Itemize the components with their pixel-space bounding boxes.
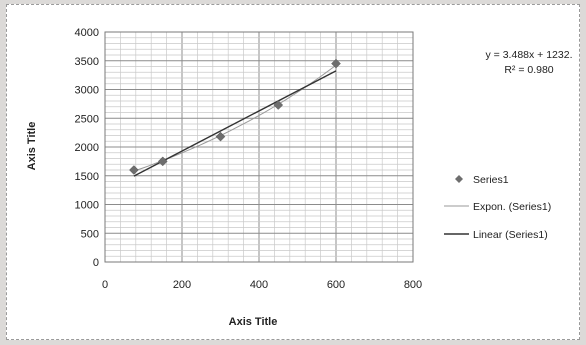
y-tick-label: 500 [81, 228, 99, 240]
legend: Series1 Expon. (Series1) Linear (Series1… [444, 174, 551, 241]
x-tick-labels: 0 200 400 600 800 [102, 279, 422, 291]
data-point [157, 156, 168, 167]
legend-label-series1: Series1 [473, 174, 509, 186]
x-tick-label: 0 [102, 279, 108, 291]
gridlines [104, 31, 414, 263]
legend-marker-series1 [455, 175, 463, 183]
x-tick-label: 800 [404, 279, 422, 291]
y-tick-label: 3000 [75, 85, 99, 97]
data-point [215, 131, 226, 142]
data-point [273, 100, 284, 110]
data-point [331, 58, 341, 69]
y-tick-labels: 0 500 1000 1500 2000 2500 3000 3500 4000 [75, 27, 99, 269]
x-axis-title: Axis Title [229, 316, 278, 328]
y-tick-label: 4000 [75, 27, 99, 39]
y-tick-label: 0 [93, 257, 99, 269]
y-tick-label: 1000 [75, 200, 99, 212]
trendline-linear [133, 70, 337, 177]
trendlines [133, 64, 337, 177]
chart-svg: 0 500 1000 1500 2000 2500 3000 3500 4000 0 200 400… [26, 27, 573, 328]
equation-label: y = 3.488x + 1232. [486, 49, 573, 61]
chart-frame: 0 500 1000 1500 2000 2500 3000 3500 4000 0 200 400… [6, 4, 580, 340]
legend-label-expon: Expon. (Series1) [473, 201, 551, 213]
data-point [129, 165, 139, 175]
r-squared-label: R² = 0.980 [504, 64, 553, 76]
x-tick-label: 200 [173, 279, 191, 291]
y-axis-title: Axis Title [26, 122, 38, 171]
axes [104, 31, 414, 263]
data-points [129, 58, 341, 175]
y-tick-label: 3500 [75, 56, 99, 68]
y-tick-label: 1500 [75, 171, 99, 183]
y-tick-label: 2000 [75, 142, 99, 154]
x-tick-label: 600 [327, 279, 345, 291]
legend-label-linear: Linear (Series1) [473, 229, 548, 241]
x-tick-label: 400 [250, 279, 268, 291]
plot-border [104, 31, 414, 263]
y-tick-label: 2500 [75, 113, 99, 125]
trendline-equation: y = 3.488x + 1232. R² = 0.980 [486, 49, 573, 76]
